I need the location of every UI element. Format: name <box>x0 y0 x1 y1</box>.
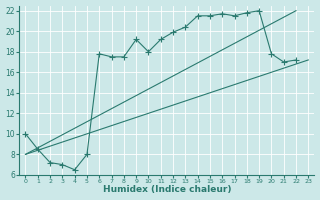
X-axis label: Humidex (Indice chaleur): Humidex (Indice chaleur) <box>103 185 231 194</box>
